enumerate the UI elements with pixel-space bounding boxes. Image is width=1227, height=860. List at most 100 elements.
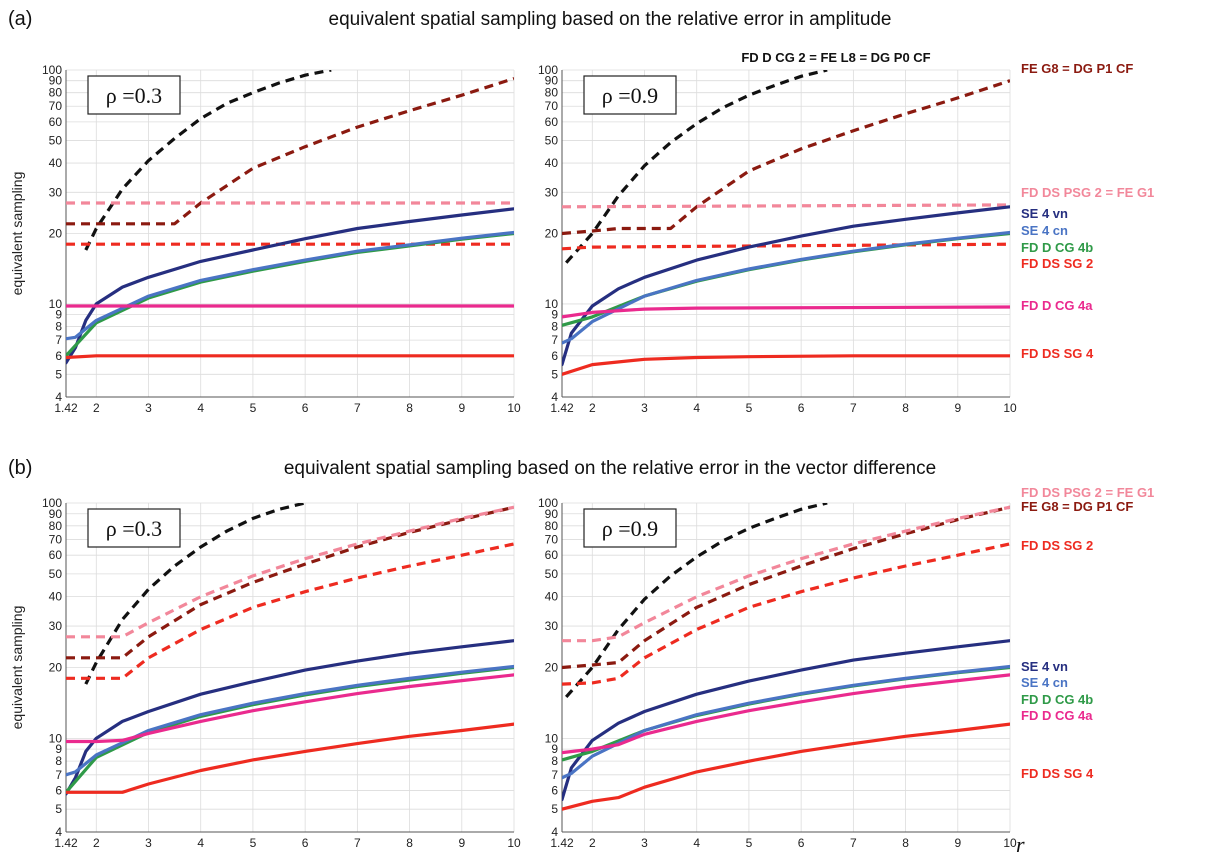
y-tick-label: 40 (545, 590, 559, 604)
y-tick-label: 10 (49, 297, 63, 311)
x-tick-label: 10 (507, 401, 521, 415)
y-tick-label: 20 (49, 661, 63, 675)
y-tick-label: 70 (545, 99, 559, 113)
y-tick-label: 100 (42, 63, 62, 77)
legend-entry: FE G8 = DG P1 CF (1021, 61, 1133, 76)
series-line-black (565, 70, 828, 264)
y-tick-label: 30 (545, 185, 559, 199)
legend-entry: FE G8 = DG P1 CF (1021, 499, 1133, 514)
x-tick-label: 5 (250, 401, 257, 415)
series-line-magenta (562, 673, 1010, 755)
series-line-darkred (562, 505, 1010, 670)
y-axis-label: equivalent sampling (9, 172, 25, 296)
y-tick-label: 5 (551, 367, 558, 381)
y-tick-label: 8 (551, 320, 558, 334)
y-tick-label: 90 (545, 507, 559, 521)
series-line-blue (66, 230, 514, 341)
x-tick-label: 7 (354, 401, 361, 415)
x-tick-label: 4 (693, 836, 700, 850)
x-tick-label: 2 (93, 836, 100, 850)
y-tick-label: 20 (545, 661, 559, 675)
x-tick-label: 4 (197, 836, 204, 850)
legend-a: FE G8 = DG P1 CF FD DS PSG 2 = FE G1 SE 4 … (1021, 61, 1154, 361)
section-a-title: equivalent spatial sampling based on the… (329, 9, 892, 30)
x-tick-label: 7 (850, 401, 857, 415)
y-tick-label: 90 (49, 507, 63, 521)
y-tick-label: 20 (49, 227, 63, 241)
legend-entry: FD D CG 4a (1021, 708, 1093, 723)
rho-annotation: ρ =0.9 (602, 83, 658, 108)
series-line-navy (562, 639, 1010, 802)
r-axis-label: r (1016, 832, 1025, 857)
series-group (562, 503, 1010, 811)
y-tick-label: 7 (551, 333, 558, 347)
y-tick-label: 20 (545, 227, 559, 241)
x-tick-label: 2 (93, 401, 100, 415)
x-tick-label: 1.42 (54, 401, 78, 415)
x-tick-label: 8 (406, 836, 413, 850)
series-line-darkred (562, 79, 1010, 236)
rho-box (87, 75, 181, 115)
y-tick-label: 6 (55, 349, 62, 363)
x-tick-label: 6 (798, 401, 805, 415)
y-tick-label: 80 (49, 519, 63, 533)
y-tick-label: 4 (55, 825, 62, 839)
y-tick-label: 70 (49, 532, 63, 546)
y-tick-label: 100 (42, 496, 62, 510)
x-tick-label: 7 (850, 836, 857, 850)
legend-entry: FD DS SG 4 (1021, 766, 1094, 781)
y-tick-label: 9 (55, 742, 62, 756)
legend-entry: FD DS SG 4 (1021, 346, 1094, 361)
series-group (562, 70, 1010, 376)
y-tick-label: 60 (49, 548, 63, 562)
y-tick-label: 90 (545, 74, 559, 88)
x-tick-label: 2 (589, 836, 596, 850)
x-tick-label: 8 (406, 401, 413, 415)
x-tick-label: 10 (1003, 401, 1017, 415)
y-tick-label: 7 (55, 768, 62, 782)
series-line-red (562, 722, 1010, 811)
y-tick-label: 5 (551, 802, 558, 816)
y-tick-label: 10 (49, 731, 63, 745)
y-tick-label: 6 (55, 784, 62, 798)
legend-entry: FD DS SG 2 (1021, 256, 1093, 271)
series-line-magenta (66, 673, 514, 744)
rho-annotation: ρ =0.3 (106, 83, 162, 108)
y-tick-label: 9 (55, 308, 62, 322)
x-tick-label: 3 (641, 836, 648, 850)
y-tick-label: 9 (551, 742, 558, 756)
x-tick-label: 3 (641, 401, 648, 415)
x-tick-label: 6 (302, 836, 309, 850)
x-tick-label: 8 (902, 836, 909, 850)
x-tick-label: 3 (145, 401, 152, 415)
y-tick-label: 8 (551, 754, 558, 768)
y-tick-label: 7 (55, 333, 62, 347)
series-line-red (66, 722, 514, 794)
x-tick-label: 2 (589, 401, 596, 415)
rho-annotation: ρ =0.9 (602, 516, 658, 541)
y-tick-label: 50 (545, 567, 559, 581)
x-tick-label: 1.42 (54, 836, 78, 850)
y-tick-label: 4 (551, 390, 558, 404)
rho-box (583, 508, 677, 548)
y-tick-label: 70 (545, 532, 559, 546)
x-tick-label: 10 (507, 836, 521, 850)
series-line-red (562, 542, 1010, 686)
y-tick-label: 40 (49, 156, 63, 170)
legend-entry: SE 4 vn (1021, 206, 1068, 221)
series-line-red (562, 354, 1010, 376)
legend-entry: FD DS PSG 2 = FE G1 (1021, 485, 1154, 500)
y-tick-label: 30 (545, 619, 559, 633)
series-line-pink (66, 505, 514, 639)
x-tick-label: 7 (354, 836, 361, 850)
section-a-label: (a) (8, 8, 32, 30)
y-tick-label: 80 (545, 86, 559, 100)
x-tick-label: 3 (145, 836, 152, 850)
series-line-darkred (66, 76, 514, 226)
y-tick-label: 40 (49, 590, 63, 604)
y-tick-label: 60 (545, 115, 559, 129)
section-b-label: (b) (8, 457, 32, 479)
